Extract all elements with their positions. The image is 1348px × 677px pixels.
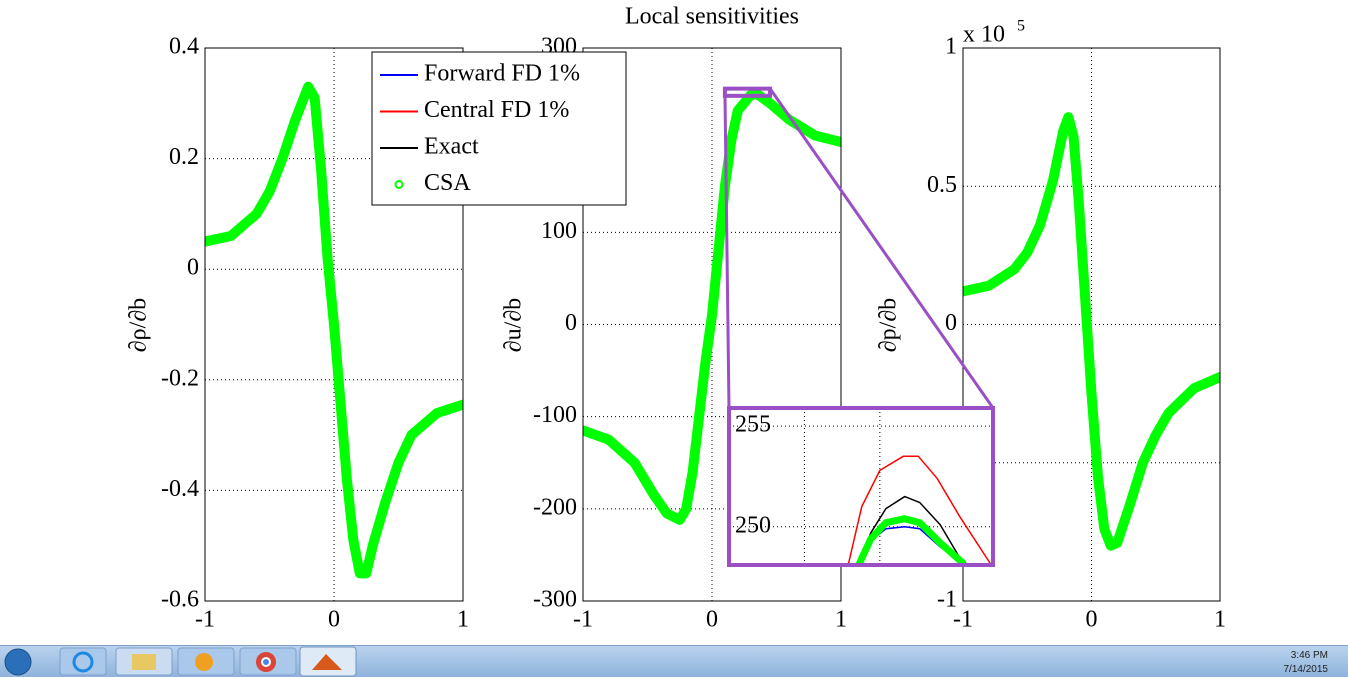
legend: Forward FD 1% Central FD 1% Exact CSA: [371, 51, 627, 206]
y-tick-label: 0: [565, 310, 577, 336]
y-tick-label: -100: [533, 402, 577, 428]
taskbar: 3:46 PM 7/14/2015: [0, 645, 1348, 677]
x-tick-label: 1: [835, 607, 847, 633]
y-tick-label: -1: [937, 587, 957, 613]
x-tick-label: 1: [1214, 607, 1226, 633]
series-line: [205, 81, 463, 579]
y-tick-label: 0: [187, 255, 199, 281]
zoom-connector: [723, 88, 731, 409]
explorer-glyph: [132, 654, 156, 670]
y-tick-label: 250: [735, 512, 771, 538]
y-tick-label: 1: [945, 34, 957, 60]
y-multiplier: x 10: [963, 22, 1005, 48]
x-tick-label: 0: [1086, 607, 1098, 633]
y-axis-label: ∂u/∂b: [501, 298, 527, 352]
chart-title: Local sensitivities: [625, 4, 799, 30]
y-axis-label: ∂p/∂b: [876, 298, 902, 352]
media-glyph: [195, 653, 213, 671]
y-tick-label: 0.4: [169, 34, 199, 60]
y-tick-label: 0.5: [927, 172, 957, 198]
y-axis-label: ∂ρ/∂b: [126, 298, 152, 352]
axes-frame: [727, 406, 995, 567]
start-button[interactable]: [4, 648, 32, 676]
y-tick-label: -0.2: [161, 365, 199, 391]
series-line: [583, 89, 841, 525]
y-tick-label: 0: [945, 310, 957, 336]
x-tick-label: 1: [457, 607, 469, 633]
x-tick-label: -1: [195, 607, 215, 633]
subplot: -101-1-0.500.51∂p/∂bx 105: [876, 18, 1227, 633]
series-line: [857, 495, 964, 565]
legend-label: Exact: [424, 134, 479, 160]
y-multiplier-exponent: 5: [1017, 18, 1025, 35]
ie-icon[interactable]: [59, 647, 107, 676]
clock-date[interactable]: 7/14/2015: [1283, 664, 1329, 675]
chrome-center: [261, 657, 271, 667]
y-tick-label: -200: [533, 494, 577, 520]
series-layer: [583, 89, 841, 525]
legend-marker: [394, 180, 404, 189]
x-tick-label: -1: [573, 607, 593, 633]
legend-label: Forward FD 1%: [424, 61, 580, 87]
y-tick-label: -300: [533, 587, 577, 613]
legend-label: CSA: [424, 170, 471, 196]
y-tick-label: 255: [735, 412, 771, 438]
figure: -1 0 1 -0.6 -0.4 -0.2 0 0.2 0.4 ∂ρ/∂b -1 0 1 -300 -200…: [126, 4, 1227, 633]
taskbar-icons: [4, 646, 357, 677]
legend-label: Central FD 1%: [424, 97, 569, 123]
y-tick-label: 100: [541, 218, 577, 244]
series-layer: [205, 81, 463, 579]
clock-time[interactable]: 3:46 PM: [1290, 650, 1328, 661]
legend-box: [371, 51, 627, 206]
y-tick-label: -0.4: [161, 476, 199, 502]
zoom-connector: [768, 87, 995, 409]
inset: 250 255: [722, 86, 995, 567]
series-layer: [847, 455, 991, 565]
ie-glyph: [72, 651, 94, 673]
y-tick-label: 0.2: [169, 144, 199, 170]
series-line: [855, 515, 967, 565]
axes-frame: [582, 47, 842, 602]
axes-frame: [962, 47, 1221, 602]
x-tick-label: 0: [706, 607, 718, 633]
matlab-glyph: [312, 654, 342, 670]
x-tick-label: 0: [328, 607, 340, 633]
axes-frame: [204, 47, 464, 602]
series-line: [963, 112, 1220, 551]
series-line: [847, 455, 991, 565]
y-tick-label: -0.6: [161, 587, 199, 613]
series-layer: [963, 112, 1220, 551]
x-tick-label: -1: [953, 607, 973, 633]
